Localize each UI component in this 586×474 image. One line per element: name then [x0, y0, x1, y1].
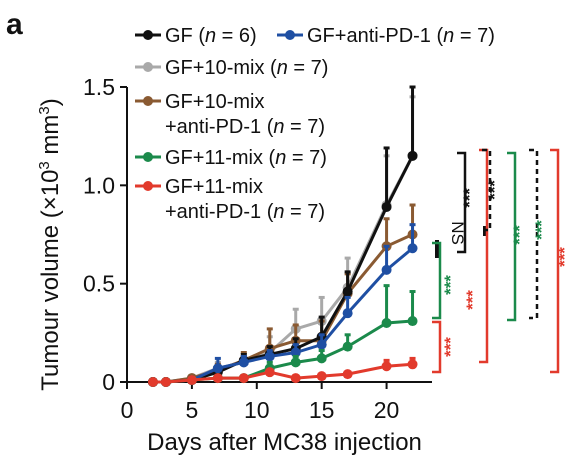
series-line: [152, 247, 414, 384]
sig-green-near: ***: [441, 275, 460, 295]
data-point: [342, 308, 353, 319]
data-point: [342, 286, 353, 297]
legend-entry-GF_antiPD1: GF+anti-PD-1 (n = 7): [277, 25, 495, 47]
legend-entry-GF_10mix: GF+10-mix (n = 7): [135, 57, 328, 79]
legend-entry-GF_11mix: GF+11-mix (n = 7): [135, 147, 327, 169]
x-tick-label: 20: [374, 397, 400, 423]
legend-swatch-marker: [143, 152, 153, 162]
bracket-black-1: [457, 151, 467, 254]
legend-swatch-marker: [143, 96, 153, 106]
data-point: [186, 375, 197, 386]
y-axis-label: Tumour volume (×103 mm3): [36, 98, 64, 391]
data-point: [264, 367, 275, 378]
x-tick-label: 15: [309, 397, 335, 423]
sig-black-1: ***: [460, 188, 479, 208]
data-point: [342, 341, 353, 352]
sig-black-2: ***: [485, 180, 504, 200]
series-GF_11mix_antiPD1: [147, 356, 418, 387]
legend-label: GF (n = 6): [165, 25, 257, 47]
data-point: [290, 357, 301, 368]
bracket-black-2: [482, 148, 492, 232]
legend-label: GF+anti-PD-1 (n = 7): [307, 25, 495, 47]
x-tick-label: 10: [244, 397, 270, 423]
series-GF_10mix_antiPD1: [147, 203, 418, 387]
data-point: [212, 363, 223, 374]
series-line: [152, 233, 414, 384]
y-tick-label: 1.5: [83, 74, 115, 100]
data-point: [160, 377, 171, 387]
legend-swatch-marker: [143, 62, 153, 72]
legend-swatch-marker: [285, 30, 295, 40]
data-point: [316, 371, 327, 382]
data-point: [381, 264, 392, 275]
bracket-black-3: [529, 148, 539, 320]
sig-ns: NS: [448, 221, 467, 245]
data-point: [290, 373, 301, 384]
data-point: [381, 201, 392, 212]
data-point: [264, 351, 275, 362]
sig-red-mid: ***: [463, 290, 482, 310]
legend-label-line2: +anti-PD-1 (n = 7): [165, 201, 325, 223]
legend-label: GF+10-mix (n = 7): [165, 57, 328, 79]
bracket-red-near: [432, 320, 442, 374]
data-point: [316, 339, 327, 350]
series-GF_antiPD1: [147, 223, 418, 387]
bracket-red-far: [550, 148, 560, 374]
data-point: [212, 373, 223, 384]
series-GF_11mix: [147, 284, 418, 387]
x-tick-label: 5: [185, 397, 198, 423]
data-point: [238, 357, 249, 368]
legend-label: GF+11-mix (n = 7): [165, 147, 327, 169]
legend-swatch-marker: [143, 30, 153, 40]
legend-entry-GF_10mix_antiPD1: GF+10-mix +anti-PD-1 (n = 7): [135, 91, 325, 138]
x-axis-label: Days after MC38 injection: [147, 429, 422, 456]
data-point: [407, 316, 418, 327]
sig-red-far: ***: [555, 247, 574, 267]
legend-swatch-marker: [143, 181, 153, 191]
y-tick-label: 0.5: [83, 271, 115, 297]
y-tick-label: 1.0: [83, 172, 115, 198]
data-point: [381, 361, 392, 372]
sig-green-2: ***: [532, 220, 551, 240]
data-point: [407, 243, 418, 254]
data-point: [342, 369, 353, 380]
bracket-green-near: [432, 241, 442, 320]
y-tick-label: 0: [102, 369, 115, 395]
legend-label: GF+11-mix: [165, 176, 263, 198]
legend-entry-GF_11mix_antiPD1: GF+11-mix +anti-PD-1 (n = 7): [135, 176, 325, 223]
data-point: [238, 373, 249, 384]
data-point: [407, 359, 418, 370]
sig-green-1: ***: [510, 225, 529, 245]
data-point: [407, 150, 418, 161]
panel-label: a: [6, 8, 23, 41]
x-tick-label: 0: [121, 397, 134, 423]
legend-label: GF+10-mix: [165, 91, 264, 113]
data-point: [147, 377, 158, 387]
data-point: [316, 353, 327, 364]
bracket-green-1: [507, 151, 517, 322]
legend-entry-GF: GF (n = 6): [135, 25, 257, 47]
data-point: [381, 318, 392, 328]
sig-red-near: ***: [441, 337, 460, 357]
legend-label-line2: +anti-PD-1 (n = 7): [165, 116, 325, 138]
